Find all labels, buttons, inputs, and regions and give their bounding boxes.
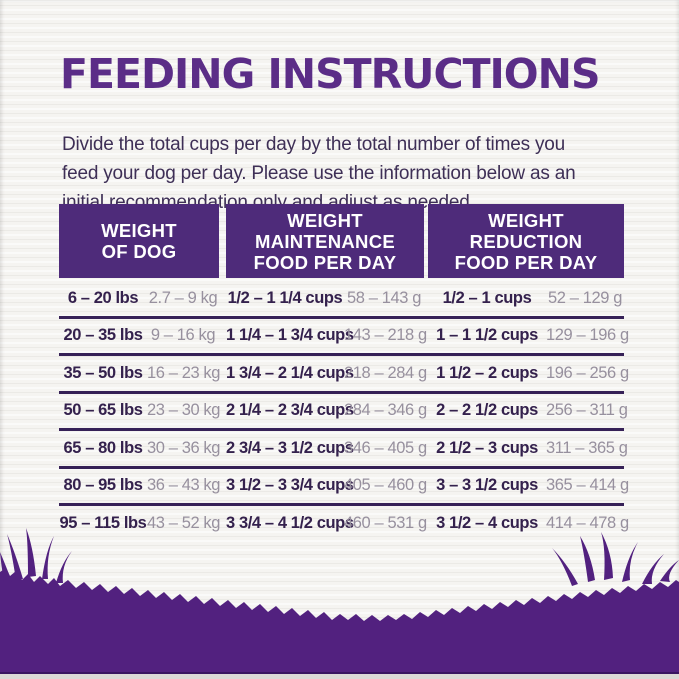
header-line: FOOD PER DAY bbox=[253, 251, 397, 273]
weight-lbs: 65 – 80 lbs bbox=[63, 438, 143, 457]
maintenance-grams: 346 – 405 g bbox=[344, 438, 427, 457]
weight-kg: 23 – 30 kg bbox=[147, 401, 221, 420]
grass-blade bbox=[7, 534, 23, 580]
table-row: 80 – 95 lbs 36 – 43 kg 3 1/2 – 3 3/4 cup… bbox=[59, 469, 629, 506]
maintenance-grams: 284 – 346 g bbox=[344, 401, 427, 420]
weight-lbs: 95 – 115 lbs bbox=[59, 513, 147, 532]
maintenance-cups: 2 1/4 – 2 3/4 cups bbox=[226, 401, 354, 420]
grass-blade bbox=[580, 536, 595, 582]
header-weight-maintenance: WEIGHT MAINTENANCE FOOD PER DAY bbox=[226, 204, 424, 278]
grass-blade bbox=[0, 552, 12, 582]
weight-kg: 9 – 16 kg bbox=[150, 326, 216, 345]
weight-lbs: 80 – 95 lbs bbox=[63, 476, 143, 495]
maintenance-cups: 1 1/4 – 1 3/4 cups bbox=[226, 326, 354, 345]
table-row: 95 – 115 lbs 43 – 52 kg 3 3/4 – 4 1/2 cu… bbox=[59, 506, 630, 541]
reduction-grams: 414 – 478 g bbox=[546, 513, 629, 532]
header-line: WEIGHT bbox=[287, 209, 363, 231]
reduction-grams: 256 – 311 g bbox=[546, 401, 628, 420]
grass-blade bbox=[552, 548, 578, 586]
maintenance-cups: 3 3/4 – 4 1/2 cups bbox=[226, 513, 354, 532]
weight-kg: 36 – 43 kg bbox=[147, 476, 221, 495]
intro-line-2: feed your dog per day. Please use the in… bbox=[62, 163, 576, 184]
maintenance-cups: 1/2 – 1 1/4 cups bbox=[227, 288, 343, 307]
reduction-cups: 1 1/2 – 2 cups bbox=[436, 363, 538, 382]
header-line: FOOD PER DAY bbox=[454, 251, 598, 273]
header-weight-reduction: WEIGHT REDUCTION FOOD PER DAY bbox=[428, 204, 624, 278]
grass-blade bbox=[601, 532, 613, 580]
reduction-cups: 3 – 3 1/2 cups bbox=[436, 476, 538, 495]
header-line: WEIGHT bbox=[488, 209, 564, 231]
header-line: WEIGHT bbox=[101, 220, 177, 241]
maintenance-grams: 143 – 218 g bbox=[344, 326, 427, 345]
maintenance-grams: 58 – 143 g bbox=[347, 288, 421, 307]
weight-kg: 16 – 23 kg bbox=[147, 363, 221, 382]
table-row: 50 – 65 lbs 23 – 30 kg 2 1/4 – 2 3/4 cup… bbox=[59, 394, 628, 431]
reduction-grams: 196 – 256 g bbox=[546, 363, 629, 382]
grass-blade bbox=[56, 551, 72, 583]
header-line: MAINTENANCE bbox=[255, 230, 395, 252]
maintenance-grams: 405 – 460 g bbox=[344, 476, 427, 495]
grass-ground bbox=[0, 568, 679, 674]
weight-kg: 43 – 52 kg bbox=[147, 513, 221, 532]
table-row: 65 – 80 lbs 30 – 36 kg 2 3/4 – 3 1/2 cup… bbox=[59, 431, 628, 469]
page-title: FEEDING INSTRUCTIONS bbox=[60, 50, 601, 98]
grass-blade bbox=[42, 536, 54, 579]
maintenance-grams: 218 – 284 g bbox=[344, 363, 427, 382]
grass-blade bbox=[660, 560, 679, 582]
weight-lbs: 35 – 50 lbs bbox=[63, 363, 143, 382]
weight-kg: 2.7 – 9 kg bbox=[148, 288, 218, 307]
reduction-cups: 2 – 2 1/2 cups bbox=[436, 401, 538, 420]
maintenance-cups: 3 1/2 – 3 3/4 cups bbox=[226, 476, 354, 495]
header-line: OF DOG bbox=[101, 241, 177, 262]
reduction-grams: 365 – 414 g bbox=[546, 476, 629, 495]
reduction-grams: 129 – 196 g bbox=[546, 326, 629, 345]
reduction-cups: 1/2 – 1 cups bbox=[442, 288, 532, 307]
grass-silhouette bbox=[0, 524, 679, 674]
header-weight-of-dog: WEIGHT OF DOG bbox=[59, 204, 219, 278]
grass-blade bbox=[642, 554, 664, 584]
maintenance-cups: 1 3/4 – 2 1/4 cups bbox=[226, 363, 354, 382]
grass-blade bbox=[622, 542, 638, 582]
maintenance-cups: 2 3/4 – 3 1/2 cups bbox=[226, 438, 354, 457]
maintenance-grams: 460 – 531 g bbox=[344, 513, 427, 532]
grass-blade bbox=[26, 528, 36, 577]
reduction-grams: 311 – 365 g bbox=[546, 438, 628, 457]
weight-lbs: 50 – 65 lbs bbox=[63, 401, 143, 420]
table-row: 20 – 35 lbs 9 – 16 kg 1 1/4 – 1 3/4 cups… bbox=[59, 319, 629, 356]
header-line: REDUCTION bbox=[469, 230, 583, 252]
intro-line-1: Divide the total cups per day by the tot… bbox=[62, 134, 565, 155]
table-row: 35 – 50 lbs 16 – 23 kg 1 3/4 – 2 1/4 cup… bbox=[59, 356, 629, 394]
reduction-cups: 2 1/2 – 3 cups bbox=[436, 438, 538, 457]
weight-lbs: 20 – 35 lbs bbox=[63, 326, 143, 345]
weight-kg: 30 – 36 kg bbox=[147, 438, 221, 457]
weight-lbs: 6 – 20 lbs bbox=[67, 288, 139, 307]
reduction-cups: 1 – 1 1/2 cups bbox=[436, 326, 538, 345]
reduction-grams: 52 – 129 g bbox=[548, 288, 622, 307]
reduction-cups: 3 1/2 – 4 cups bbox=[436, 513, 538, 532]
grass-bottom-line bbox=[0, 672, 679, 674]
feeding-table: 6 – 20 lbs 2.7 – 9 kg 1/2 – 1 1/4 cups 5… bbox=[59, 281, 630, 541]
bottom-strip bbox=[0, 674, 679, 679]
table-row: 6 – 20 lbs 2.7 – 9 kg 1/2 – 1 1/4 cups 5… bbox=[59, 281, 624, 319]
